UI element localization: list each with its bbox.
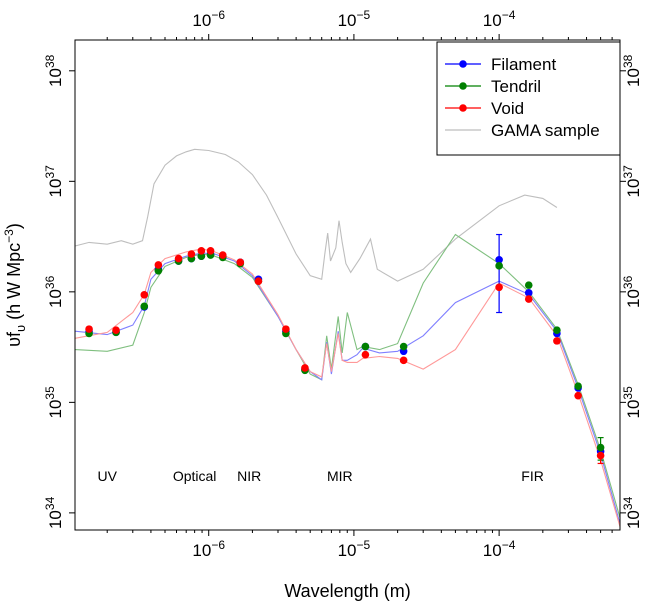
y-tick-label-left-0: 1034: [43, 496, 65, 529]
data-points: [85, 247, 605, 460]
x-tick-label-bottom-2: 10−4: [483, 538, 516, 560]
y-tick-label-right-3: 1037: [621, 165, 643, 198]
point-tendril-6: [197, 252, 206, 261]
band-label-uv: UV: [97, 468, 117, 484]
point-void-9: [236, 258, 245, 267]
y-tick-label-left-2: 1036: [43, 275, 65, 308]
x-tick-label-top-2: 10−4: [483, 8, 516, 30]
point-void-5: [187, 250, 196, 258]
y-tick-label-right-0: 1034: [621, 496, 643, 529]
series-lines: [74, 148, 621, 527]
point-void-15: [495, 283, 503, 292]
legend-box: [436, 41, 621, 156]
legend-label-void: Void: [491, 99, 524, 118]
legend-label-filament: Filament: [491, 55, 556, 74]
point-tendril-18: [574, 382, 582, 391]
legend: Filament Tendril Void GAMA sample: [436, 41, 621, 156]
x-tick-label-top-0: 10−6: [192, 8, 225, 30]
point-void-17: [553, 337, 561, 345]
series-line-gama-sample: [74, 148, 558, 282]
point-tendril-3: [154, 267, 163, 275]
point-void-7: [206, 247, 215, 255]
point-void-2: [140, 291, 149, 299]
point-void-12: [301, 364, 309, 372]
y-tick-label-right-1: 1035: [621, 386, 643, 419]
error-bars: [496, 233, 604, 465]
y-axis-label: υfυ (h W Mpc−3): [2, 223, 28, 347]
band-label-nir: NIR: [237, 468, 261, 484]
y-tick-label-left-1: 1035: [43, 386, 65, 419]
point-tendril-15: [495, 262, 503, 270]
band-label-mir: MIR: [327, 468, 353, 484]
point-void-6: [197, 247, 206, 255]
x-tick-label-bottom-0: 10−6: [192, 538, 225, 560]
band-label-optical: Optical: [173, 468, 217, 484]
axes: 10−6 10−6 10−5 10−5 10−4 10−4 1034 1034 1035 1035…: [43, 8, 643, 560]
point-void-3: [154, 261, 163, 269]
series-line-tendril: [74, 233, 621, 519]
y-tick-label-left-4: 1038: [43, 54, 65, 87]
legend-marker-filament: [459, 60, 467, 68]
point-filament-15: [495, 255, 503, 264]
y-tick-label-right-2: 1036: [621, 275, 643, 308]
point-tendril-13: [361, 342, 370, 351]
y-tick-label-left-3: 1037: [43, 165, 65, 198]
point-void-19: [596, 451, 605, 460]
point-tendril-16: [524, 281, 533, 289]
legend-label-gama-sample: GAMA sample: [491, 121, 600, 140]
point-void-18: [574, 391, 582, 400]
x-tick-label-top-1: 10−5: [338, 8, 371, 30]
point-void-1: [112, 326, 120, 334]
x-axis-label: Wavelength (m): [284, 581, 410, 601]
point-tendril-14: [399, 342, 408, 351]
y-tick-label-right-4: 1038: [621, 54, 643, 87]
band-label-fir: FIR: [521, 468, 544, 484]
point-tendril-17: [553, 326, 561, 334]
series-line-void: [74, 248, 621, 527]
legend-marker-void: [459, 104, 467, 112]
point-void-16: [524, 295, 533, 303]
point-void-10: [254, 277, 263, 285]
point-void-13: [361, 350, 370, 359]
point-tendril-19: [596, 443, 605, 452]
point-tendril-2: [140, 302, 149, 311]
legend-marker-tendril: [459, 82, 467, 90]
band-labels: UV Optical NIR MIR FIR: [97, 468, 543, 484]
point-void-4: [174, 254, 183, 263]
legend-label-tendril: Tendril: [491, 77, 541, 96]
point-void-14: [399, 356, 408, 365]
point-void-11: [282, 325, 290, 333]
point-void-0: [85, 325, 93, 333]
x-tick-label-bottom-1: 10−5: [338, 538, 371, 560]
point-filament-16: [524, 289, 533, 297]
point-void-8: [218, 251, 227, 259]
